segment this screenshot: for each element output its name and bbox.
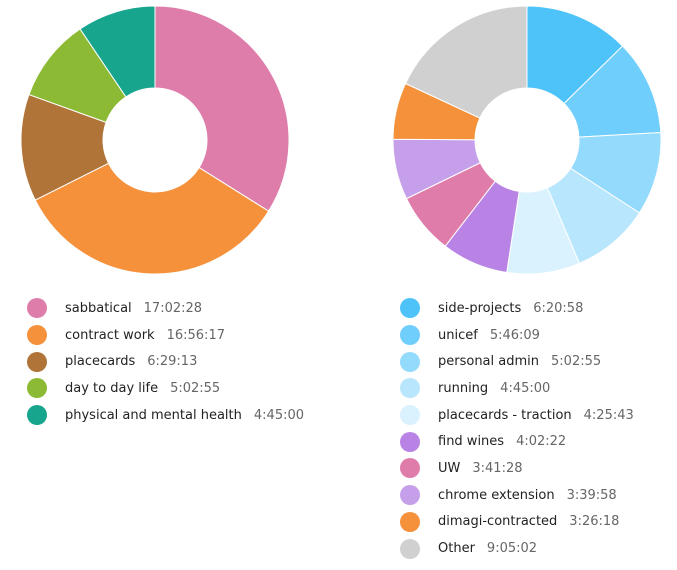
legend-swatch	[400, 325, 420, 346]
left-slice-contract-work[interactable]	[34, 162, 270, 275]
legend-duration: 3:39:58	[566, 487, 617, 503]
legend-left: sabbatical 17:02:28 contract work 16:56:17 p…	[27, 295, 304, 428]
legend-label: day to day life	[65, 380, 159, 396]
left-slice-sabbatical[interactable]	[154, 5, 290, 212]
legend-duration: 6:20:58	[533, 300, 584, 316]
legend-duration: 3:41:28	[472, 460, 523, 476]
legend-label: sabbatical	[65, 300, 132, 316]
legend-item[interactable]: sabbatical 17:02:28	[27, 295, 304, 322]
legend-duration: 5:02:55	[551, 354, 602, 370]
donut-chart-left	[20, 5, 290, 275]
legend-swatch	[27, 298, 47, 319]
right-slice-other[interactable]	[404, 5, 528, 119]
left-slice-physical-and-mental-health[interactable]	[79, 5, 156, 98]
legend-label: dimagi-contracted	[438, 514, 558, 530]
legend-label: Other	[438, 541, 475, 557]
legend-swatch	[400, 378, 420, 399]
legend-item[interactable]: personal admin 5:02:55	[400, 348, 634, 375]
legend-duration: 6:29:13	[147, 354, 198, 370]
legend-duration: 16:56:17	[166, 327, 225, 343]
legend-item[interactable]: dimagi-contracted 3:26:18	[400, 509, 634, 536]
legend-swatch	[27, 325, 47, 346]
legend-item[interactable]: day to day life 5:02:55	[27, 375, 304, 402]
legend-item[interactable]: find wines 4:02:22	[400, 428, 634, 455]
legend-duration: 5:46:09	[489, 327, 540, 343]
legend-label: find wines	[438, 434, 505, 450]
legend-label: side-projects	[438, 300, 522, 316]
legend-swatch	[27, 405, 47, 426]
legend-right: side-projects 6:20:58 unicef 5:46:09 persona…	[400, 295, 634, 562]
legend-item[interactable]: running 4:45:00	[400, 375, 634, 402]
legend-item[interactable]: placecards - traction 4:25:43	[400, 402, 634, 429]
legend-duration: 3:26:18	[569, 514, 620, 530]
legend-item[interactable]: contract work 16:56:17	[27, 322, 304, 349]
legend-item[interactable]: physical and mental health 4:45:00	[27, 402, 304, 429]
legend-item[interactable]: Other 9:05:02	[400, 535, 634, 562]
legend-swatch	[400, 511, 420, 532]
legend-duration: 4:45:00	[500, 380, 551, 396]
legend-label: running	[438, 380, 489, 396]
legend-label: placecards	[65, 354, 136, 370]
donut-chart-right	[392, 5, 662, 275]
legend-duration: 17:02:28	[143, 300, 203, 316]
legend-swatch	[27, 378, 47, 399]
legend-label: chrome extension	[438, 487, 555, 503]
legend-label: unicef	[438, 327, 478, 343]
legend-label: personal admin	[438, 354, 540, 370]
legend-duration: 9:05:02	[486, 541, 538, 557]
legend-label: UW	[438, 460, 461, 476]
right-slice-side-projects[interactable]	[526, 5, 624, 105]
legend-duration: 4:45:00	[253, 407, 305, 423]
legend-label: placecards - traction	[438, 407, 572, 423]
legend-swatch	[27, 351, 47, 372]
legend-swatch	[400, 431, 420, 452]
legend-label: physical and mental health	[65, 407, 242, 423]
legend-duration: 5:02:55	[170, 380, 221, 396]
legend-swatch	[400, 458, 420, 479]
legend-item[interactable]: chrome extension 3:39:58	[400, 482, 634, 509]
legend-swatch	[400, 351, 420, 372]
legend-duration: 4:25:43	[583, 407, 634, 423]
legend-duration: 4:02:22	[516, 434, 567, 450]
legend-item[interactable]: unicef 5:46:09	[400, 322, 634, 349]
legend-item[interactable]: UW 3:41:28	[400, 455, 634, 482]
legend-swatch	[400, 485, 420, 506]
legend-swatch	[400, 538, 420, 559]
legend-swatch	[400, 298, 420, 319]
legend-item[interactable]: side-projects 6:20:58	[400, 295, 634, 322]
legend-swatch	[400, 405, 420, 426]
legend-label: contract work	[65, 327, 155, 343]
legend-item[interactable]: placecards 6:29:13	[27, 348, 304, 375]
